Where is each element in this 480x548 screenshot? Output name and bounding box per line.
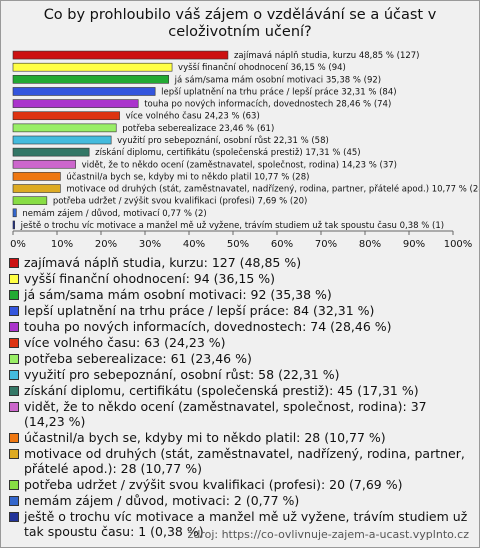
legend-label: účastnil/a bych se, kdyby mi to někdo pl… bbox=[24, 430, 386, 445]
value-label: ještě o trochu víc motivace a manžel mě … bbox=[20, 220, 444, 231]
bar bbox=[12, 220, 15, 230]
value-label: já sám/sama mám osobní motivaci 35,38 % … bbox=[174, 75, 381, 85]
bar bbox=[12, 123, 117, 133]
value-label: nemám zájem / důvod, motivací 0,77 % (2) bbox=[22, 208, 206, 219]
value-label: vidět, že to někdo ocení (zaměstnavatel,… bbox=[82, 159, 397, 170]
value-label: potřeba udržet / zvýšit svou kvalifikaci… bbox=[53, 196, 308, 207]
x-tick-label: 20% bbox=[95, 239, 117, 250]
legend-swatch bbox=[9, 258, 19, 268]
legend-item: zajímavá náplň studia, kurzu: 127 (48,85… bbox=[9, 255, 471, 270]
legend-swatch bbox=[9, 370, 19, 380]
legend-label: potřeba seberealizace: 61 (23,46 %) bbox=[24, 351, 252, 366]
legend-label: já sám/sama mám osobní motivaci: 92 (35,… bbox=[24, 287, 332, 302]
legend: zajímavá náplň studia, kurzu: 127 (48,85… bbox=[9, 255, 471, 540]
legend-swatch bbox=[9, 496, 19, 506]
legend-label: touha po nových informacích, dovednostec… bbox=[24, 319, 392, 334]
x-tick-label: 0% bbox=[10, 239, 26, 250]
value-label: zajímavá náplň studia, kurzu 48,85 % (12… bbox=[234, 50, 420, 61]
x-tick-label: 90% bbox=[403, 239, 425, 250]
legend-swatch bbox=[9, 433, 19, 443]
legend-swatch bbox=[9, 338, 19, 348]
bar bbox=[12, 75, 169, 84]
legend-item: vyšší finanční ohodnocení: 94 (36,15 %) bbox=[9, 271, 471, 286]
legend-label: získání diplomu, certifikátu (společensk… bbox=[24, 383, 419, 398]
bar bbox=[12, 99, 139, 108]
legend-swatch bbox=[9, 512, 19, 522]
legend-swatch bbox=[9, 322, 19, 332]
legend-label: zajímavá náplň studia, kurzu: 127 (48,85… bbox=[24, 255, 302, 270]
legend-label: využití pro sebepoznání, osobní růst: 58… bbox=[24, 367, 340, 382]
legend-label: nemám zájem / důvod, motivaci: 2 (0,77 %… bbox=[24, 493, 300, 508]
x-tick-label: 50% bbox=[227, 239, 249, 250]
x-tick-label: 10% bbox=[51, 239, 73, 250]
source: zdroj: https://co-ovlivnuje-zajem-a-ucas… bbox=[187, 528, 469, 541]
bar bbox=[12, 159, 76, 169]
bar bbox=[12, 87, 156, 96]
legend-swatch bbox=[9, 290, 19, 300]
value-label: lepší uplatnění na trhu práce / lepší pr… bbox=[161, 86, 396, 97]
bar bbox=[12, 208, 17, 218]
legend-label: ještě o trochu víc motivace a manžel mě … bbox=[24, 509, 468, 539]
legend-item: motivace od druhých (stát, zaměstnavatel… bbox=[9, 446, 471, 476]
value-label: motivace od druhých (stát, zaměstnavatel… bbox=[66, 184, 479, 195]
legend-item: nemám zájem / důvod, motivaci: 2 (0,77 %… bbox=[9, 493, 471, 508]
x-tick-label: 40% bbox=[183, 239, 205, 250]
legend-swatch bbox=[9, 480, 19, 490]
bar bbox=[12, 50, 229, 60]
legend-item: touha po nových informacích, dovednostec… bbox=[9, 319, 471, 334]
legend-item: více volného času: 63 (24,23 %) bbox=[9, 335, 471, 350]
x-tick-label: 60% bbox=[271, 239, 293, 250]
x-tick-label: 70% bbox=[315, 239, 337, 250]
legend-swatch bbox=[9, 306, 19, 316]
bar bbox=[12, 111, 120, 121]
legend-item: ještě o trochu víc motivace a manžel mě … bbox=[9, 509, 471, 539]
legend-swatch bbox=[9, 354, 19, 364]
value-label: potřeba seberealizace 23,46 % (61) bbox=[122, 124, 274, 134]
legend-label: vyšší finanční ohodnocení: 94 (36,15 %) bbox=[24, 271, 276, 286]
legend-item: potřeba seberealizace: 61 (23,46 %) bbox=[9, 351, 471, 366]
x-tick-label: 80% bbox=[359, 239, 381, 250]
x-tick-label: 100% bbox=[444, 239, 473, 250]
legend-swatch bbox=[9, 274, 19, 284]
legend-item: lepší uplatnění na trhu práce / lepší pr… bbox=[9, 303, 471, 318]
bar bbox=[12, 172, 61, 181]
legend-item: vidět, že to někdo ocení (zaměstnavatel,… bbox=[9, 399, 471, 429]
legend-item: účastnil/a bych se, kdyby mi to někdo pl… bbox=[9, 430, 471, 445]
bar bbox=[12, 147, 90, 157]
legend-label: více volného času: 63 (24,23 %) bbox=[24, 335, 226, 350]
chart: 0% 10% 20% 30% 40% 50% 60% 70% 80% 90% 100% zajímav… bbox=[10, 50, 479, 250]
legend-label: vidět, že to někdo ocení (zaměstnavatel,… bbox=[24, 399, 427, 429]
value-label: využití pro sebepoznání, osobní růst 22,… bbox=[117, 135, 329, 146]
value-label: získání diplomu, certifikátu (společensk… bbox=[95, 147, 360, 158]
legend-label: lepší uplatnění na trhu práce / lepší pr… bbox=[24, 303, 375, 318]
legend-item: získání diplomu, certifikátu (společensk… bbox=[9, 383, 471, 398]
bar bbox=[12, 62, 173, 72]
legend-item: potřeba udržet / zvýšit svou kvalifikaci… bbox=[9, 477, 471, 492]
bar bbox=[12, 184, 61, 193]
bar bbox=[12, 196, 48, 205]
legend-swatch bbox=[9, 386, 19, 396]
legend-swatch bbox=[9, 449, 19, 459]
bar bbox=[12, 135, 112, 145]
value-label: touha po nových informacích, dovednostec… bbox=[144, 100, 391, 110]
value-label: více volného času 24,23 % (63) bbox=[126, 111, 260, 122]
chart-title: Co by prohloubilo váš zájem o vzdělávání… bbox=[43, 7, 437, 40]
legend-item: využití pro sebepoznání, osobní růst: 58… bbox=[9, 367, 471, 382]
legend-label: potřeba udržet / zvýšit svou kvalifikaci… bbox=[24, 477, 403, 492]
value-label: účastnil/a bych se, kdyby mi to někdo pl… bbox=[66, 171, 309, 182]
legend-swatch bbox=[9, 402, 19, 412]
x-tick-label: 30% bbox=[139, 239, 161, 250]
value-label: vyšší finanční ohodnocení 36,15 % (94) bbox=[178, 62, 346, 73]
legend-item: já sám/sama mám osobní motivaci: 92 (35,… bbox=[9, 287, 471, 302]
legend-label: motivace od druhých (stát, zaměstnavatel… bbox=[24, 446, 465, 476]
